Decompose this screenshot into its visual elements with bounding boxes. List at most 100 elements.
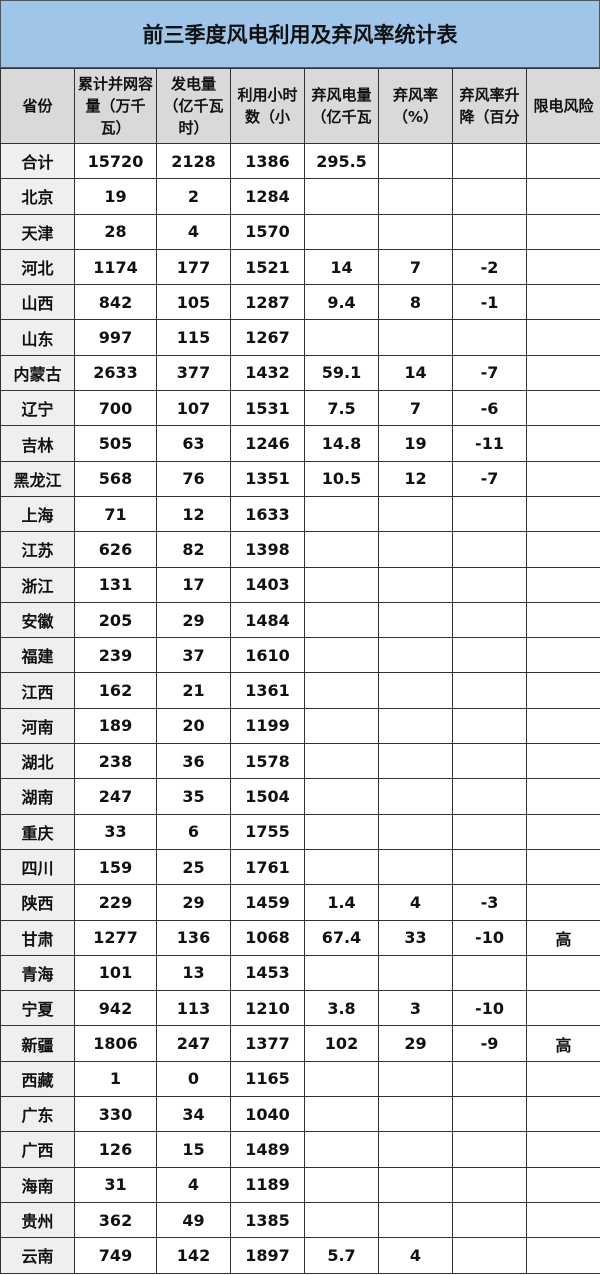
value-cell: 1633 <box>230 495 305 533</box>
column-header: 省份 <box>0 68 75 144</box>
value-cell: 107 <box>156 390 231 427</box>
value-cell: 1199 <box>230 707 305 745</box>
value-cell <box>526 1131 600 1168</box>
value-cell: 34 <box>156 1096 231 1133</box>
table-row: 黑龙江 568 76 1351 10.5 12 -7 <box>0 460 600 497</box>
value-cell <box>378 672 453 709</box>
value-cell: 2 <box>156 178 231 215</box>
province-cell: 云南 <box>0 1237 75 1274</box>
column-header: 发电量（亿千瓦时） <box>156 68 231 144</box>
province-cell: 江苏 <box>0 531 75 568</box>
province-cell: 福建 <box>0 637 75 674</box>
value-cell <box>378 1131 453 1168</box>
value-cell <box>378 778 453 815</box>
province-cell: 陕西 <box>0 884 75 921</box>
value-cell: 29 <box>156 601 231 639</box>
value-cell: 142 <box>156 1237 231 1274</box>
value-cell: 1287 <box>230 284 305 321</box>
value-cell <box>452 1060 527 1098</box>
table-row: 重庆 33 6 1755 <box>0 813 600 850</box>
value-cell: 1610 <box>230 637 305 674</box>
value-cell: 115 <box>156 319 231 356</box>
value-cell: 177 <box>156 248 231 286</box>
table-row: 广西 126 15 1489 <box>0 1131 600 1168</box>
value-cell <box>378 813 453 850</box>
value-cell: 37 <box>156 637 231 674</box>
value-cell: 1 <box>74 1060 157 1098</box>
value-cell: 700 <box>74 390 157 427</box>
value-cell <box>452 1096 527 1133</box>
value-cell: 35 <box>156 778 231 815</box>
value-cell <box>304 707 379 745</box>
value-cell: 1484 <box>230 601 305 639</box>
province-cell: 河南 <box>0 707 75 745</box>
value-cell <box>452 637 527 674</box>
value-cell <box>304 495 379 533</box>
value-cell: 1432 <box>230 354 305 392</box>
value-cell: 568 <box>74 460 157 497</box>
value-cell: 59.1 <box>304 354 379 392</box>
value-cell <box>526 1096 600 1133</box>
value-cell: 131 <box>74 566 157 603</box>
value-cell: 626 <box>74 531 157 568</box>
value-cell <box>526 743 600 780</box>
value-cell: 1267 <box>230 319 305 356</box>
province-cell: 黑龙江 <box>0 460 75 497</box>
value-cell: -10 <box>452 990 527 1027</box>
table-row: 湖北 238 36 1578 <box>0 743 600 780</box>
value-cell: -3 <box>452 884 527 921</box>
value-cell <box>452 566 527 603</box>
value-cell: 1398 <box>230 531 305 568</box>
table-row: 海南 31 4 1189 <box>0 1166 600 1203</box>
value-cell <box>304 1201 379 1239</box>
value-cell: 1403 <box>230 566 305 603</box>
table-row: 江西 162 21 1361 <box>0 672 600 709</box>
value-cell <box>526 990 600 1027</box>
table-row: 新疆 1806 247 1377 102 29 -9 高 <box>0 1025 600 1062</box>
value-cell <box>526 178 600 215</box>
value-cell: 362 <box>74 1201 157 1239</box>
value-cell: 1277 <box>74 919 157 956</box>
value-cell <box>304 672 379 709</box>
province-cell: 辽宁 <box>0 390 75 427</box>
value-cell: 3.8 <box>304 990 379 1027</box>
value-cell: 13 <box>156 954 231 992</box>
table-row: 福建 239 37 1610 <box>0 637 600 674</box>
value-cell <box>378 1060 453 1098</box>
value-cell: 247 <box>74 778 157 815</box>
value-cell: 1284 <box>230 178 305 215</box>
column-header: 累计并网容量（万千瓦） <box>74 68 157 144</box>
table-row: 青海 101 13 1453 <box>0 954 600 992</box>
table-row: 内蒙古 2633 377 1432 59.1 14 -7 <box>0 354 600 392</box>
value-cell: 29 <box>378 1025 453 1062</box>
value-cell: 238 <box>74 743 157 780</box>
value-cell: 162 <box>74 672 157 709</box>
province-cell: 吉林 <box>0 425 75 462</box>
province-cell: 湖南 <box>0 778 75 815</box>
value-cell: 0 <box>156 1060 231 1098</box>
value-cell: 1246 <box>230 425 305 462</box>
value-cell <box>526 460 600 497</box>
value-cell: 12 <box>378 460 453 497</box>
value-cell: 942 <box>74 990 157 1027</box>
value-cell <box>378 178 453 215</box>
value-cell: 247 <box>156 1025 231 1062</box>
value-cell: 1.4 <box>304 884 379 921</box>
value-cell: 33 <box>378 919 453 956</box>
value-cell <box>452 1237 527 1274</box>
column-header: 弃风率升降（百分 <box>452 68 527 144</box>
value-cell: 105 <box>156 284 231 321</box>
value-cell <box>304 178 379 215</box>
value-cell: 1174 <box>74 248 157 286</box>
value-cell <box>526 425 600 462</box>
province-cell: 安徽 <box>0 601 75 639</box>
value-cell: 1897 <box>230 1237 305 1274</box>
province-cell: 宁夏 <box>0 990 75 1027</box>
value-cell: 1489 <box>230 1131 305 1168</box>
table-row: 河南 189 20 1199 <box>0 707 600 745</box>
value-cell: -1 <box>452 284 527 321</box>
value-cell: 997 <box>74 319 157 356</box>
value-cell: 36 <box>156 743 231 780</box>
value-cell <box>526 707 600 745</box>
value-cell: 17 <box>156 566 231 603</box>
